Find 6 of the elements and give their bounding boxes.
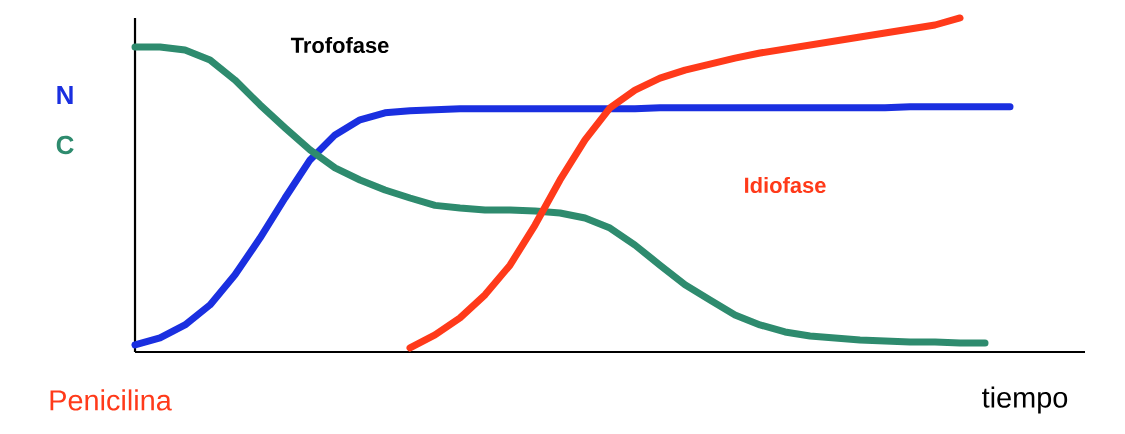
text: Penicilina [50,389,172,411]
text: N [57,86,73,104]
annotation: Trofofase [290,36,389,54]
text: C [56,135,74,155]
annotation: Idiofase [745,176,826,194]
x-axis-title: tiempo [982,386,1068,414]
